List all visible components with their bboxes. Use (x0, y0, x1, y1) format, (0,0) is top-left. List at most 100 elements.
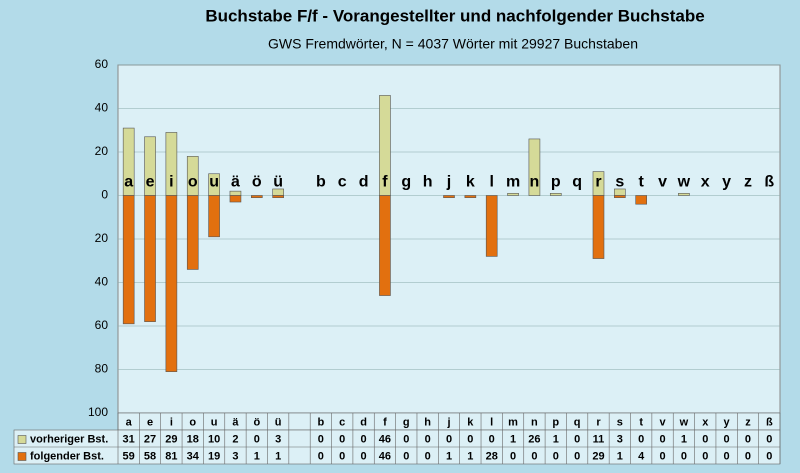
bar (528, 138, 541, 196)
table-category: u (211, 416, 218, 428)
table-value: 0 (724, 433, 730, 445)
table-category: m (508, 416, 518, 428)
table-value: 1 (446, 450, 452, 462)
table-value: 34 (187, 450, 200, 462)
table-category: o (189, 416, 196, 428)
bar (229, 195, 242, 203)
table-category: s (617, 416, 623, 428)
table-value: 0 (361, 433, 367, 445)
table-category: b (318, 416, 325, 428)
bar (614, 195, 626, 198)
table-value: 0 (702, 433, 708, 445)
table-category: e (147, 416, 153, 428)
table-value: 0 (681, 450, 687, 462)
table-value: 1 (553, 433, 559, 445)
table-value: 0 (702, 450, 708, 462)
bar (379, 195, 391, 296)
table-category: ü (275, 416, 282, 428)
table-category: n (531, 416, 538, 428)
y-tick-label: 20 (95, 144, 109, 158)
y-tick-label: 40 (95, 101, 109, 115)
table-category: l (490, 416, 493, 428)
table-category: p (552, 416, 559, 428)
table-value: 4 (638, 450, 645, 462)
category-label: y (722, 174, 731, 191)
table-category: t (639, 416, 643, 428)
table-category: c (339, 416, 345, 428)
y-tick-label: 80 (95, 362, 109, 376)
table-value: 0 (425, 450, 431, 462)
category-label: c (338, 174, 347, 191)
y-tick-label: 60 (95, 318, 109, 332)
table-value: 0 (766, 450, 772, 462)
bar (186, 195, 199, 270)
bar (507, 193, 519, 196)
bar (251, 195, 263, 198)
table-value: 0 (745, 433, 751, 445)
table-value: 0 (361, 450, 367, 462)
y-tick-label: 40 (95, 275, 109, 289)
y-tick-label: 60 (95, 57, 109, 71)
table-value: 19 (208, 450, 220, 462)
table-value: 0 (339, 450, 345, 462)
category-label: b (316, 174, 326, 191)
table-value: 28 (486, 450, 498, 462)
table-value: 46 (379, 433, 391, 445)
table-value: 1 (617, 450, 623, 462)
table-value: 3 (617, 433, 623, 445)
category-label: d (359, 174, 369, 191)
table-value: 0 (659, 433, 665, 445)
table-value: 1 (681, 433, 687, 445)
y-tick-label: 100 (88, 405, 108, 419)
bar (272, 195, 284, 198)
category-label: l (489, 174, 493, 191)
category-label: r (595, 174, 601, 191)
table-value: 0 (318, 433, 324, 445)
category-label: p (551, 174, 561, 191)
table-value: 29 (592, 450, 604, 462)
category-label: s (615, 174, 624, 191)
category-label: n (530, 174, 540, 191)
chart-subtitle: GWS Fremdwörter, N = 4037 Wörter mit 299… (268, 36, 638, 52)
bar (144, 195, 156, 322)
category-label: j (446, 174, 451, 191)
table-category: i (170, 416, 173, 428)
bar (443, 195, 455, 198)
category-label: ä (231, 174, 240, 191)
table-category: q (574, 416, 581, 428)
y-tick-label: 0 (101, 188, 108, 202)
table-category: r (596, 416, 601, 428)
table-value: 81 (165, 450, 177, 462)
table-category: f (383, 416, 387, 428)
category-label: a (124, 174, 133, 191)
category-label: f (382, 174, 388, 191)
table-value: 0 (318, 450, 324, 462)
table-category: v (659, 416, 666, 428)
table-value: 0 (531, 450, 537, 462)
table-value: 0 (553, 450, 559, 462)
bar (165, 195, 178, 372)
table-value: 0 (766, 433, 772, 445)
category-label: z (744, 174, 752, 191)
chart-title: Buchstabe F/f - Vorangestellter und nach… (205, 6, 704, 25)
table-category: k (467, 416, 474, 428)
category-label: q (572, 174, 582, 191)
table-value: 0 (403, 433, 409, 445)
y-tick-label: 20 (95, 231, 109, 245)
category-label: ö (252, 174, 262, 191)
table-value: 46 (379, 450, 391, 462)
category-label: t (639, 174, 645, 191)
table-category: y (724, 416, 731, 428)
category-label: ß (764, 174, 774, 191)
category-label: g (401, 174, 411, 191)
category-label: i (169, 174, 173, 191)
table-category: ä (232, 416, 239, 428)
category-label: ü (273, 174, 283, 191)
bar (229, 190, 242, 196)
table-value: 0 (638, 433, 644, 445)
table-value: 1 (275, 450, 281, 462)
table-value: 0 (489, 433, 495, 445)
table-value: 0 (659, 450, 665, 462)
category-label: k (466, 174, 475, 191)
